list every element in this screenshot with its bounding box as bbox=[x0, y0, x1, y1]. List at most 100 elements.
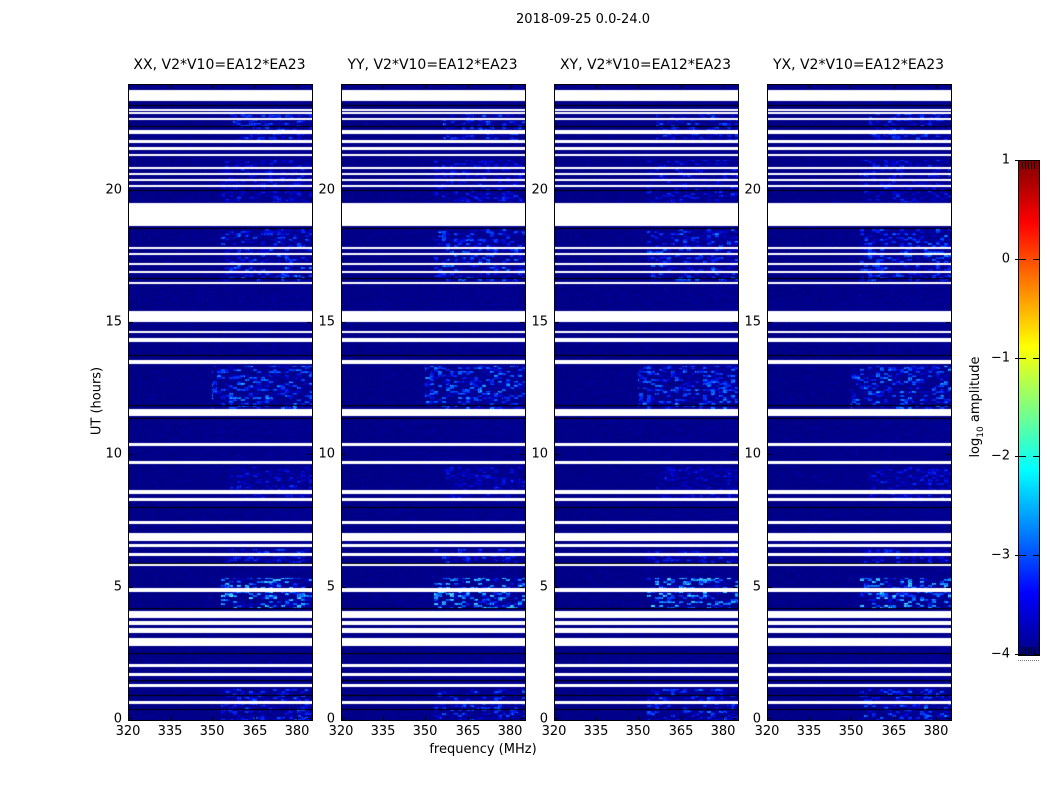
y-tick-mark bbox=[520, 322, 524, 323]
x-tick-label: 380 bbox=[710, 724, 736, 739]
colorbar-tick-mark bbox=[1033, 358, 1039, 359]
colorbar-tick-mark bbox=[1015, 259, 1026, 260]
x-tick-mark bbox=[383, 716, 384, 720]
x-tick-label: 335 bbox=[796, 724, 822, 739]
x-tick-mark bbox=[681, 716, 682, 720]
x-tick-label: 380 bbox=[284, 724, 310, 739]
y-tick-mark bbox=[307, 718, 311, 719]
colorbar-label-sub: 10 bbox=[975, 426, 986, 438]
x-tick-mark bbox=[510, 85, 511, 89]
colorbar-label-pre: log bbox=[968, 437, 984, 458]
colorbar-tick-mark bbox=[1033, 654, 1039, 655]
colorbar bbox=[1018, 160, 1040, 656]
x-tick-mark bbox=[638, 716, 639, 720]
colorbar-tick-label: −2 bbox=[990, 448, 1010, 464]
panel-title-xy: XY, V2*V10=EA12*EA23 bbox=[559, 57, 732, 73]
y-tick-label: 20 bbox=[318, 182, 335, 198]
x-tick-mark bbox=[809, 85, 810, 89]
x-tick-label: 320 bbox=[541, 724, 567, 739]
x-tick-label: 335 bbox=[583, 724, 609, 739]
x-tick-mark bbox=[596, 716, 597, 720]
x-tick-mark bbox=[809, 716, 810, 720]
heatmap-canvas-xy bbox=[555, 85, 738, 720]
y-tick-mark bbox=[129, 587, 133, 588]
colorbar-tick-mark bbox=[1015, 358, 1026, 359]
y-tick-label: 0 bbox=[113, 711, 122, 727]
colorbar-tick-label: 1 bbox=[1001, 152, 1010, 168]
x-tick-mark bbox=[851, 716, 852, 720]
colorbar-tick-label: 0 bbox=[1001, 251, 1010, 267]
x-tick-mark bbox=[297, 85, 298, 89]
y-tick-mark bbox=[520, 190, 524, 191]
y-tick-mark bbox=[342, 322, 346, 323]
x-axis-label: frequency (MHz) bbox=[429, 742, 537, 757]
y-tick-mark bbox=[555, 587, 559, 588]
x-tick-mark bbox=[510, 716, 511, 720]
y-tick-mark bbox=[768, 587, 772, 588]
y-tick-label: 20 bbox=[531, 182, 548, 198]
x-tick-mark bbox=[341, 85, 342, 89]
y-tick-mark bbox=[342, 718, 346, 719]
y-tick-label: 10 bbox=[531, 446, 548, 462]
x-tick-label: 365 bbox=[242, 724, 268, 739]
colorbar-tick-label: −3 bbox=[990, 547, 1010, 563]
y-tick-label: 20 bbox=[105, 182, 122, 198]
x-tick-mark bbox=[425, 85, 426, 89]
heatmap-canvas-yy bbox=[342, 85, 525, 720]
x-tick-label: 350 bbox=[412, 724, 438, 739]
x-tick-label: 365 bbox=[455, 724, 481, 739]
colorbar-tick-label: −1 bbox=[990, 350, 1010, 366]
x-tick-mark bbox=[468, 85, 469, 89]
y-tick-mark bbox=[733, 587, 737, 588]
y-tick-mark bbox=[520, 587, 524, 588]
y-tick-mark bbox=[129, 322, 133, 323]
x-tick-label: 320 bbox=[328, 724, 354, 739]
y-tick-mark bbox=[946, 454, 950, 455]
y-tick-mark bbox=[555, 718, 559, 719]
y-tick-mark bbox=[768, 454, 772, 455]
heatmap-panel-xy bbox=[554, 84, 739, 721]
colorbar-tick-mark bbox=[1033, 259, 1039, 260]
y-tick-label: 5 bbox=[539, 579, 548, 595]
x-tick-mark bbox=[894, 716, 895, 720]
x-tick-mark bbox=[554, 716, 555, 720]
x-tick-label: 365 bbox=[881, 724, 907, 739]
colorbar-underline-dots bbox=[1018, 659, 1039, 661]
colorbar-tick-mark bbox=[1033, 456, 1039, 457]
y-tick-mark bbox=[520, 718, 524, 719]
y-tick-mark bbox=[733, 190, 737, 191]
colorbar-tick-mark bbox=[1015, 555, 1026, 556]
y-tick-label: 5 bbox=[326, 579, 335, 595]
y-tick-mark bbox=[342, 587, 346, 588]
y-tick-mark bbox=[946, 322, 950, 323]
y-tick-mark bbox=[768, 322, 772, 323]
x-tick-mark bbox=[596, 85, 597, 89]
x-tick-mark bbox=[851, 85, 852, 89]
x-tick-mark bbox=[212, 85, 213, 89]
y-tick-label: 20 bbox=[744, 182, 761, 198]
x-tick-mark bbox=[212, 716, 213, 720]
x-tick-label: 365 bbox=[668, 724, 694, 739]
x-tick-label: 350 bbox=[838, 724, 864, 739]
y-tick-mark bbox=[733, 454, 737, 455]
x-tick-mark bbox=[255, 716, 256, 720]
x-tick-mark bbox=[128, 716, 129, 720]
y-tick-label: 0 bbox=[539, 711, 548, 727]
y-tick-label: 15 bbox=[531, 314, 548, 330]
x-tick-label: 380 bbox=[923, 724, 949, 739]
x-tick-mark bbox=[383, 85, 384, 89]
y-tick-mark bbox=[307, 190, 311, 191]
x-tick-mark bbox=[723, 85, 724, 89]
x-tick-label: 320 bbox=[754, 724, 780, 739]
y-tick-label: 5 bbox=[113, 579, 122, 595]
panel-title-yy: YY, V2*V10=EA12*EA23 bbox=[347, 57, 518, 73]
x-tick-mark bbox=[723, 716, 724, 720]
y-tick-mark bbox=[946, 190, 950, 191]
x-tick-mark bbox=[767, 85, 768, 89]
y-tick-label: 10 bbox=[744, 446, 761, 462]
x-tick-mark bbox=[341, 716, 342, 720]
x-tick-mark bbox=[425, 716, 426, 720]
colorbar-tick-mark bbox=[1015, 456, 1026, 457]
x-tick-mark bbox=[297, 716, 298, 720]
y-tick-mark bbox=[307, 454, 311, 455]
